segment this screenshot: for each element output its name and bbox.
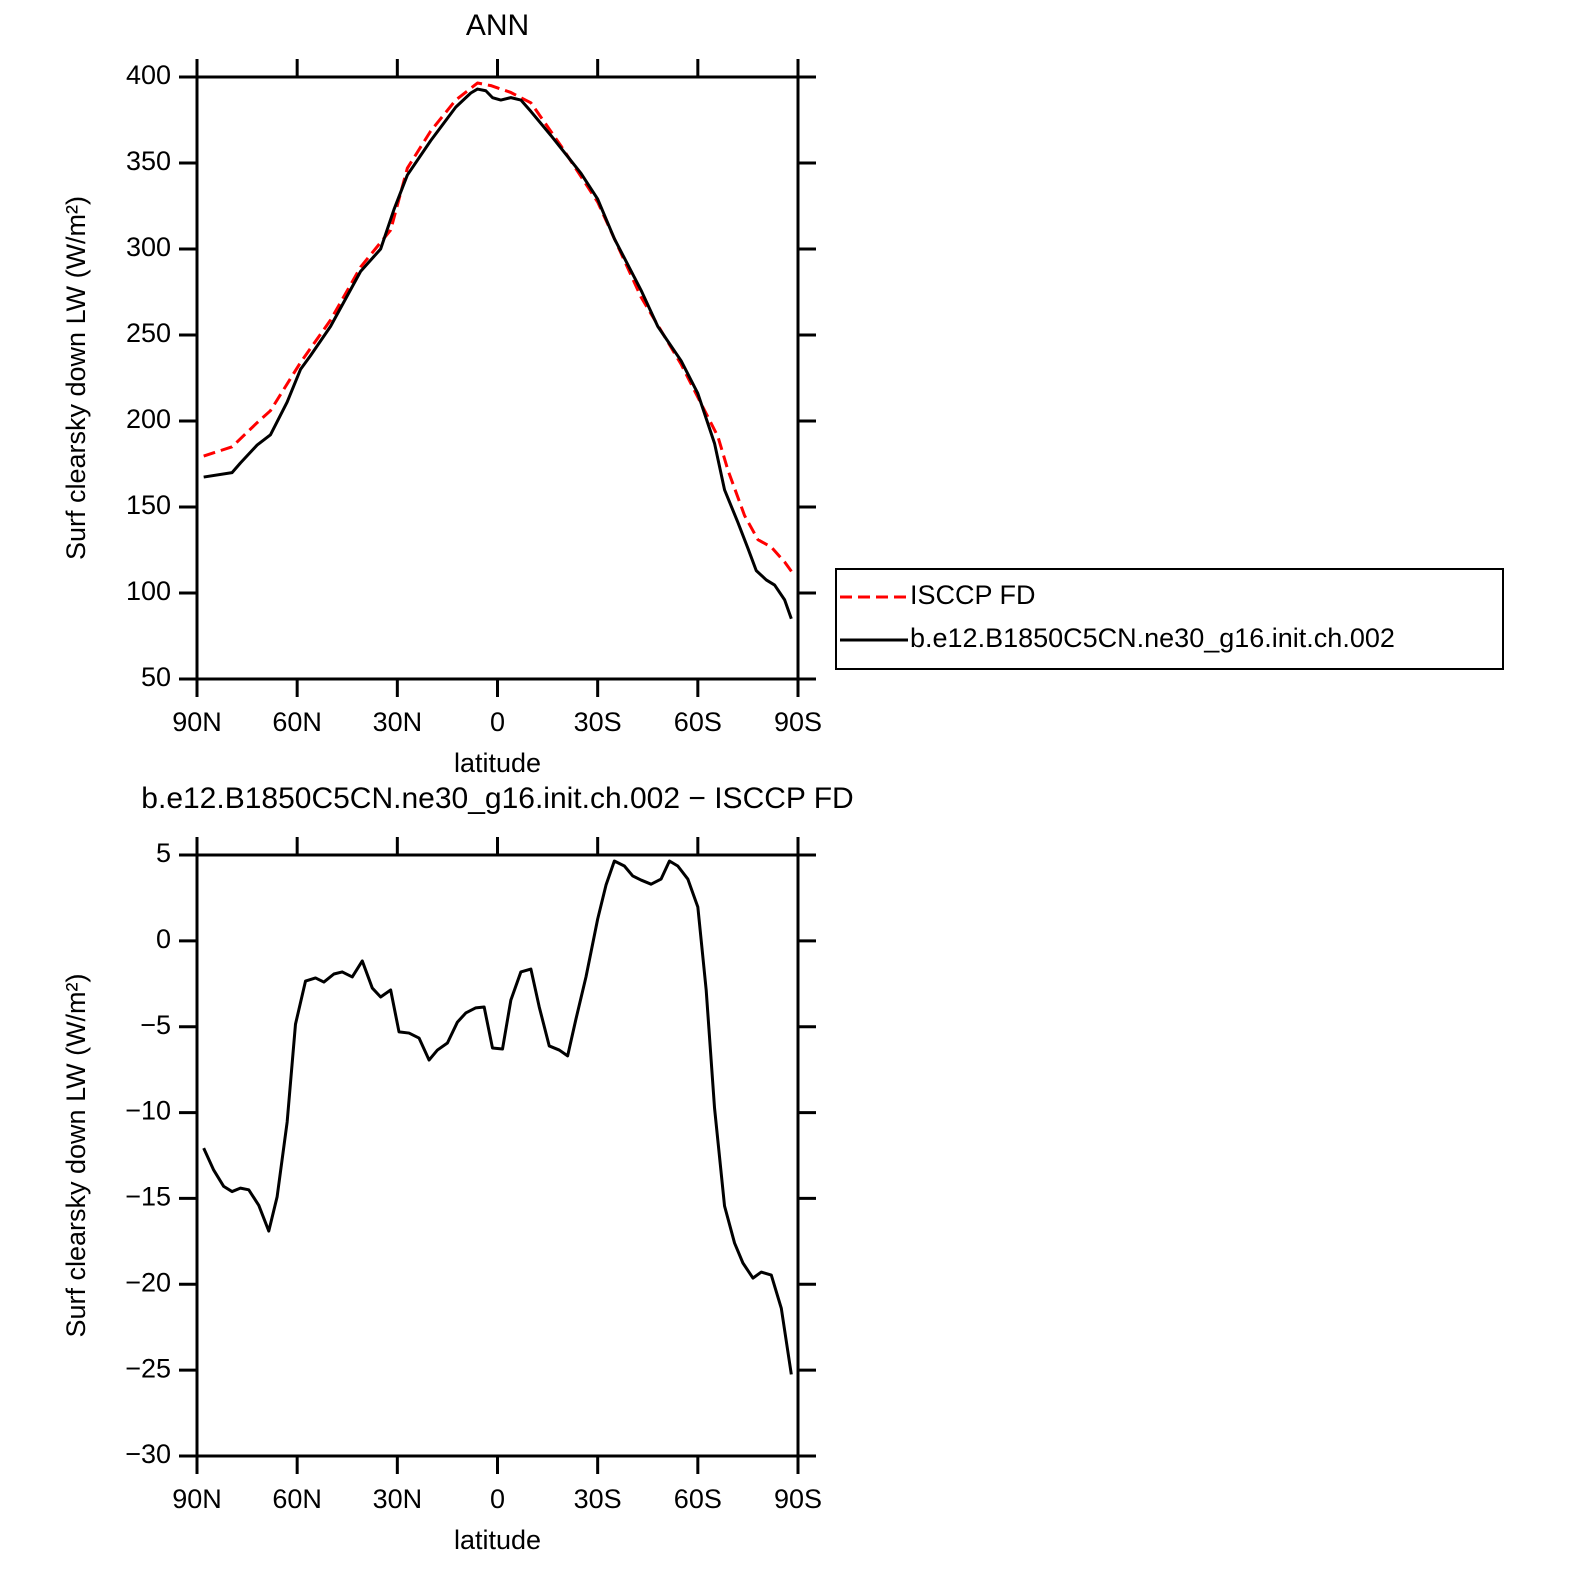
x-tick-label: 90N — [172, 707, 222, 737]
y-tick-label: 50 — [141, 662, 171, 692]
y-tick-label: 150 — [126, 490, 171, 520]
y-tick-label: −10 — [125, 1096, 171, 1126]
x-tick-label: 30S — [574, 707, 622, 737]
x-tick-label: 90S — [774, 707, 822, 737]
x-tick-label: 30S — [574, 1484, 622, 1514]
x-tick-label: 90S — [774, 1484, 822, 1514]
x-tick-label: 60N — [272, 707, 322, 737]
legend-label: ISCCP FD — [910, 580, 1036, 610]
series-line — [203, 87, 793, 620]
x-axis-label: latitude — [454, 1525, 541, 1555]
y-tick-label: 350 — [126, 146, 171, 176]
y-axis-label: Surf clearsky down LW (W/m²) — [61, 196, 91, 560]
chart-title: b.e12.B1850C5CN.ne30_g16.init.ch.002 − I… — [141, 782, 853, 815]
x-tick-label: 0 — [490, 1484, 505, 1514]
y-axis-label: Surf clearsky down LW (W/m²) — [61, 973, 91, 1337]
series-line — [203, 81, 796, 577]
series-line — [202, 859, 793, 1375]
y-tick-label: 5 — [156, 838, 171, 868]
chart-title: ANN — [466, 9, 529, 42]
x-tick-label: 30N — [373, 1484, 423, 1514]
x-tick-label: 60S — [674, 707, 722, 737]
y-tick-label: 0 — [156, 924, 171, 954]
x-axis-label: latitude — [454, 748, 541, 778]
y-tick-label: 100 — [126, 576, 171, 606]
x-tick-label: 60S — [674, 1484, 722, 1514]
y-tick-label: 300 — [126, 232, 171, 262]
x-tick-label: 90N — [172, 1484, 222, 1514]
y-tick-label: −30 — [125, 1439, 171, 1469]
y-tick-label: −15 — [125, 1182, 171, 1212]
y-tick-label: 400 — [126, 60, 171, 90]
y-tick-label: 200 — [126, 404, 171, 434]
plot-frame — [195, 853, 800, 1458]
x-tick-label: 0 — [490, 707, 505, 737]
y-tick-label: −25 — [125, 1353, 171, 1383]
y-tick-label: −20 — [125, 1267, 171, 1297]
y-tick-label: 250 — [126, 318, 171, 348]
y-tick-label: −5 — [140, 1010, 171, 1040]
plot-frame — [195, 75, 800, 681]
x-tick-label: 30N — [373, 707, 423, 737]
x-tick-label: 60N — [272, 1484, 322, 1514]
legend-box — [835, 568, 1504, 670]
legend-label: b.e12.B1850C5CN.ne30_g16.init.ch.002 — [910, 623, 1395, 653]
